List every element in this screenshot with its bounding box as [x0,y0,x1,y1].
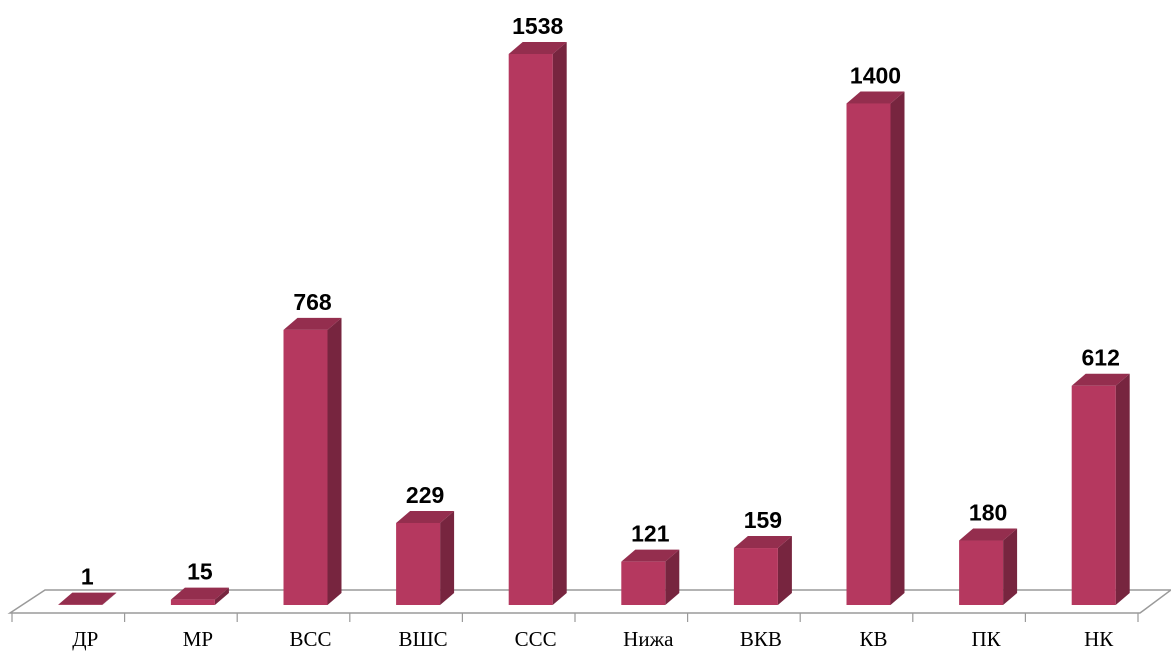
x-tick-label: ВШС [398,627,447,651]
x-tick-label: ДР [72,627,98,651]
bar-side [552,42,567,605]
category-ticks [11,613,1139,622]
bar-top [170,587,229,600]
value-label: 1 [81,564,94,590]
bar-top [396,510,455,523]
bar-top [1071,373,1130,386]
value-label: 1538 [512,13,563,39]
value-label: 229 [406,482,444,508]
value-label: 15 [187,559,213,585]
x-tick-label: КВ [859,627,887,651]
bar-side [777,536,792,605]
bar [621,561,666,605]
value-label: 1400 [850,62,901,88]
value-label: 159 [744,507,782,533]
bar [283,329,328,605]
bar-side [890,91,905,606]
bar-side [214,587,229,605]
bar [959,540,1004,605]
bar [508,54,553,605]
x-tick-label: ВСС [289,627,331,651]
bar [846,103,891,606]
bar-top [508,42,567,54]
bar-side [327,317,342,605]
bar-side [1003,528,1018,605]
bar-top [733,536,792,549]
bar-top [959,528,1018,541]
x-tick-label: НК [1084,627,1114,651]
bar [170,599,215,605]
bar-side [665,549,680,605]
x-tick-label: Нижа [623,627,674,651]
x-tick-label: ВКВ [740,627,782,651]
bar-top [621,549,680,562]
bar-side [440,510,455,605]
x-tick-label: ПК [972,627,1002,651]
bar-top [58,592,117,605]
value-label: 612 [1082,345,1120,371]
value-label: 180 [969,500,1007,526]
value-label: 121 [631,521,670,547]
x-tick-label: ССС [515,627,557,651]
bar-side [102,592,117,605]
bar-top [283,317,342,330]
bar [1071,385,1116,605]
bar-top [846,91,905,104]
bar [396,522,441,605]
x-tick-label: МР [183,627,213,651]
bar-side [1115,373,1130,605]
value-label: 768 [293,289,332,315]
bar [733,548,778,605]
